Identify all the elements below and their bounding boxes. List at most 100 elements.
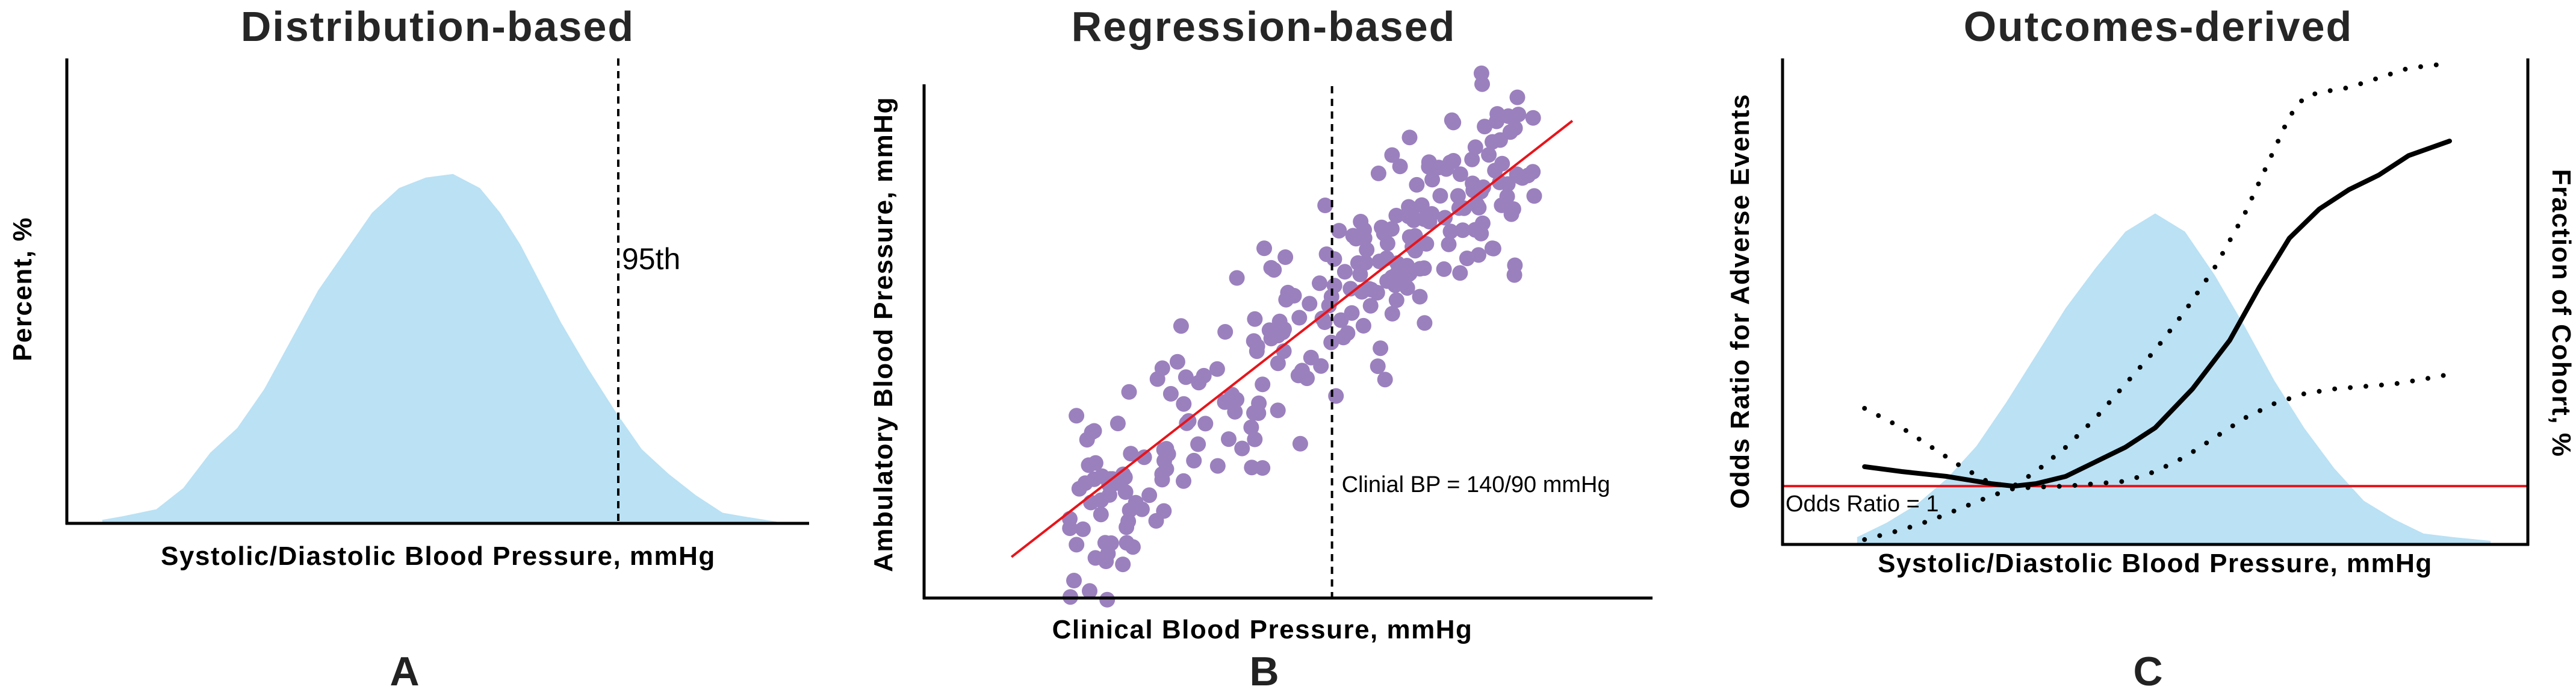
scatter-point [1123, 446, 1139, 462]
scatter-point [1154, 360, 1170, 376]
scatter-point [1502, 124, 1518, 140]
scatter-point [1355, 317, 1371, 334]
scatter-point [1313, 358, 1329, 374]
scatter-point [1471, 247, 1486, 263]
scatter-point [1509, 89, 1525, 105]
scatter-point [1388, 208, 1404, 223]
scatter-point [1115, 466, 1131, 482]
scatter-point [1379, 250, 1395, 266]
panel-b-title: Regression-based [1072, 3, 1456, 50]
scatter-point [1500, 176, 1516, 192]
scatter-point [1481, 147, 1497, 163]
scatter-point [1191, 375, 1207, 391]
scatter-point [1119, 519, 1135, 535]
scatter-point [1162, 385, 1179, 402]
scatter-point [1452, 265, 1468, 281]
scatter-point [1062, 520, 1078, 537]
scatter-point [1099, 591, 1116, 608]
scatter-point [1217, 324, 1234, 340]
scatter-point [1407, 228, 1423, 244]
scatter-point [1302, 296, 1318, 312]
scatter-point [1467, 139, 1483, 155]
scatter-point [1465, 182, 1482, 199]
scatter-point [1121, 384, 1137, 400]
y-axis-left-label: Odds Ratio for Adverse Events [1725, 93, 1755, 509]
scatter-point [1197, 416, 1214, 432]
scatter-point [1484, 240, 1500, 257]
scatter-point [1271, 313, 1288, 329]
scatter-point [1331, 223, 1347, 239]
scatter-point [1071, 481, 1087, 497]
scatter-point [1452, 166, 1468, 182]
odds-ratio-reference-label: Odds Ratio = 1 [1786, 491, 1939, 517]
scatter-point [1256, 240, 1272, 257]
scatter-point [1485, 134, 1500, 150]
panel-letter-a: A [390, 649, 419, 694]
scatter-point [1400, 208, 1417, 225]
panel-b: Regression-based Clinial BP = 140/90 mmH… [869, 3, 1653, 694]
scatter-point [1444, 112, 1460, 128]
scatter-point [1250, 405, 1267, 421]
panel-letter-b: B [1249, 649, 1279, 694]
scatter-point [1317, 314, 1333, 330]
scatter-point [1154, 466, 1170, 482]
scatter-point [1352, 266, 1368, 282]
y-axis-right-label: Fraction of Cohort, % [2547, 169, 2576, 458]
scatter-point [1069, 408, 1085, 424]
scatter-point [1317, 198, 1333, 213]
scatter-point [1376, 225, 1392, 242]
scatter-point [1342, 281, 1359, 297]
scatter-point [1400, 266, 1417, 282]
scatter-point [1418, 235, 1435, 252]
scatter-point [1136, 449, 1152, 466]
y-axis-label: Percent, % [8, 217, 37, 361]
scatter-point [1270, 402, 1286, 419]
scatter-point [1122, 502, 1138, 519]
scatter-point [1384, 147, 1400, 163]
scatter-point [1290, 367, 1306, 384]
regression-line [1010, 120, 1574, 558]
scatter-point [1361, 281, 1377, 297]
scatter-point [1227, 404, 1243, 420]
scatter-point [1117, 484, 1134, 500]
panel-a: Distribution-based 95th Systolic/Diastol… [8, 3, 809, 694]
scatter-point [1392, 158, 1408, 175]
scatter-point [1424, 172, 1441, 188]
scatter-point [1356, 222, 1372, 238]
scatter-point [1471, 199, 1487, 216]
scatter-point [1336, 264, 1353, 280]
scatter-point [1401, 129, 1418, 146]
scatter-point [1388, 292, 1404, 308]
scatter-point [1416, 260, 1432, 276]
scatter-point [1489, 106, 1506, 122]
scatter-point [1173, 318, 1189, 334]
x-axis-label: Systolic/Diastolic Blood Pressure, mmHg [1878, 549, 2433, 578]
panel-letter-c: C [2133, 649, 2162, 694]
scatter-point [1312, 275, 1327, 291]
scatter-point [1093, 492, 1110, 508]
scatter-point [1436, 261, 1452, 277]
scatter-point [1209, 458, 1226, 474]
scatter-point [1141, 487, 1158, 503]
scatter-point [1326, 278, 1342, 294]
scatter-point [1291, 310, 1308, 326]
scatter-point [1421, 159, 1437, 175]
scatter-point [1246, 333, 1262, 349]
scatter-point [1494, 197, 1510, 213]
scatter-point [1148, 513, 1164, 529]
scatter-point [1477, 119, 1493, 135]
scatter-point [1066, 573, 1082, 588]
scatter-point [1134, 501, 1150, 517]
scatter-point [1525, 110, 1541, 126]
scatter-point [1247, 311, 1263, 327]
scatter-point [1474, 215, 1491, 231]
scatter-point [1178, 369, 1194, 385]
panel-c-title: Outcomes-derived [1964, 3, 2353, 50]
scatter-point [1081, 457, 1097, 473]
scatter-point [1399, 280, 1415, 296]
scatter-point [1362, 298, 1379, 314]
scatter-point [1514, 170, 1530, 186]
scatter-point [1318, 246, 1335, 263]
odds-ratio-curve [1862, 139, 2452, 489]
scatter-point [1370, 165, 1386, 181]
